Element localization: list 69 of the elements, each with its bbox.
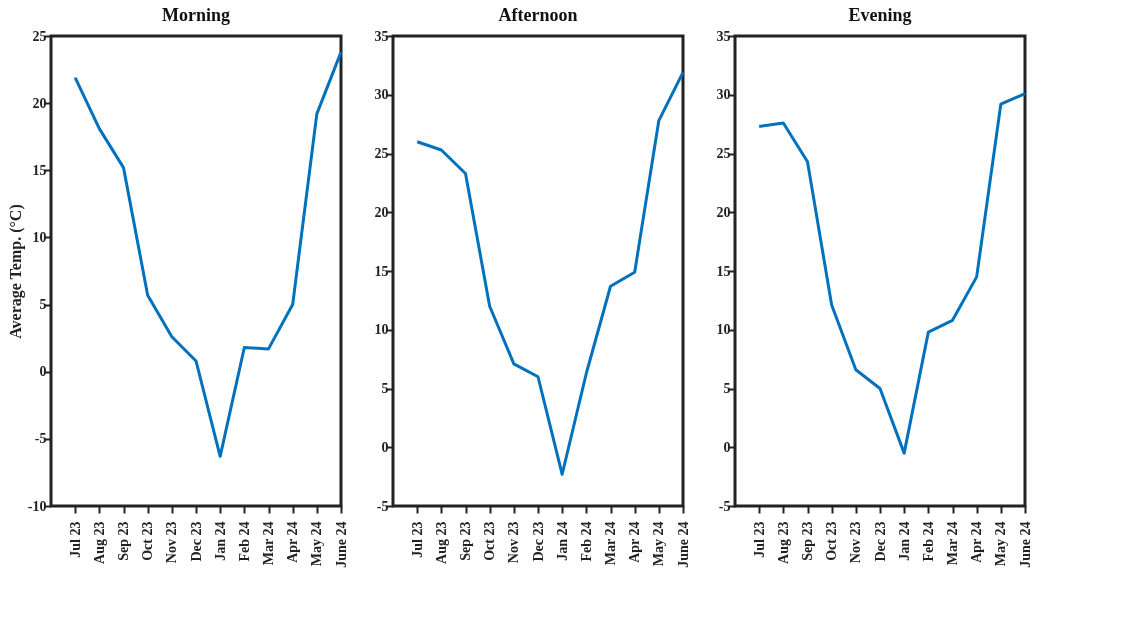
x-tick-label: Dec 23 (188, 521, 204, 562)
y-tick-label: 0 (381, 439, 389, 455)
y-tick-label: -10 (27, 498, 47, 514)
y-tick-label: 0 (723, 439, 731, 455)
x-tick-label: Jul 23 (409, 521, 425, 558)
y-tick-label: 0 (39, 364, 47, 380)
y-tick-label: -5 (376, 498, 389, 514)
x-tick-label: Feb 24 (236, 521, 252, 562)
y-tick-label: -5 (718, 498, 731, 514)
y-tick-label: 30 (716, 87, 731, 103)
x-tick-label: Nov 23 (164, 521, 180, 564)
x-tick-label: Oct 23 (482, 521, 498, 561)
x-tick-label: Apr 24 (969, 521, 985, 563)
y-tick-label: 15 (716, 263, 731, 279)
chart-title: Evening (848, 5, 912, 25)
x-tick-label: Dec 23 (530, 521, 546, 562)
x-tick-label: May 24 (651, 521, 667, 567)
x-tick-label: Apr 24 (285, 521, 301, 563)
x-tick-label: Jan 24 (554, 521, 570, 561)
x-tick-label: Oct 23 (824, 521, 840, 561)
y-tick-label: 5 (39, 297, 47, 313)
line-series (757, 92, 1027, 455)
x-tick-label: Jan 24 (896, 521, 912, 561)
x-tick-label: Feb 24 (578, 521, 594, 562)
y-tick-label: 20 (716, 204, 731, 220)
y-tick-label: 30 (374, 87, 389, 103)
x-tick-label: Sep 23 (800, 521, 815, 561)
x-tick-label: Oct 23 (140, 521, 156, 561)
x-tick-label: Mar 24 (261, 521, 276, 566)
y-tick-label: 35 (374, 28, 389, 44)
x-tick-label: Dec 23 (872, 521, 888, 562)
y-tick-label: 5 (723, 381, 731, 396)
y-tick-label: 5 (381, 381, 389, 396)
x-tick-label: Jul 23 (67, 521, 83, 558)
y-tick-label: 15 (374, 263, 389, 279)
x-tick-label: Nov 23 (506, 521, 522, 564)
y-tick-label: 25 (374, 146, 389, 161)
x-tick-label: May 24 (993, 521, 1009, 567)
x-tick-label: June 24 (333, 521, 349, 568)
x-tick-label: Jul 23 (751, 521, 767, 558)
line-series (415, 70, 685, 476)
x-tick-label: May 24 (309, 521, 325, 567)
x-tick-label: Jan 24 (212, 521, 228, 561)
chart-title: Afternoon (498, 5, 578, 25)
x-tick-label: Aug 23 (433, 521, 449, 564)
y-tick-label: 25 (716, 146, 731, 161)
chart-title: Morning (161, 5, 231, 25)
x-tick-label: Aug 23 (91, 521, 107, 564)
x-tick-label: Nov 23 (848, 521, 864, 564)
x-tick-label: Aug 23 (775, 521, 791, 564)
y-tick-label: -5 (34, 431, 47, 447)
x-tick-label: Feb 24 (920, 521, 936, 562)
x-tick-label: Sep 23 (116, 521, 131, 561)
y-tick-label: 20 (374, 204, 389, 220)
y-tick-label: 10 (374, 322, 389, 338)
y-tick-label: 10 (716, 322, 731, 338)
line-series (73, 50, 343, 458)
y-tick-label: 10 (32, 229, 47, 245)
x-tick-label: June 24 (675, 521, 691, 568)
y-axis-title: Average Temp. (°C) (6, 204, 25, 339)
y-tick-label: 20 (32, 95, 47, 111)
x-tick-label: Mar 24 (945, 521, 960, 566)
y-tick-label: 15 (32, 162, 47, 178)
x-tick-label: June 24 (1017, 521, 1033, 568)
y-tick-label: 35 (716, 28, 731, 44)
y-tick-label: 25 (32, 28, 47, 44)
x-tick-label: Apr 24 (627, 521, 643, 563)
x-tick-label: Sep 23 (458, 521, 473, 561)
x-tick-label: Mar 24 (603, 521, 618, 566)
